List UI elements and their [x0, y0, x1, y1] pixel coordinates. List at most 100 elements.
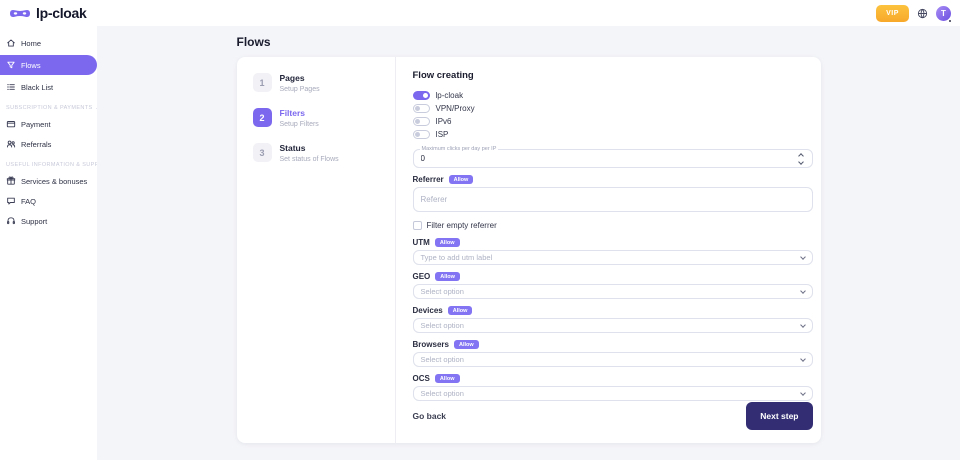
go-back-button[interactable]: Go back	[412, 411, 447, 421]
utm-input[interactable]: Type to add utm label	[412, 250, 813, 265]
max-clicks-label: Maximum clicks per day per IP	[419, 146, 499, 152]
number-stepper[interactable]	[797, 152, 805, 166]
devices-label: Devices	[412, 306, 443, 315]
brand-name: lp-cloak	[36, 5, 87, 21]
utm-allow-badge[interactable]: Allow	[434, 238, 460, 247]
flow-creation-card: 1 Pages Setup Pages 2 Filters Setup Filt…	[236, 57, 821, 443]
sidebar-item-label: Black List	[21, 82, 54, 92]
sidebar-item-label: Flows	[21, 60, 41, 70]
step-subtitle: Set status of Flows	[279, 156, 339, 164]
geo-select[interactable]: Select option	[412, 284, 813, 299]
home-icon	[7, 39, 15, 47]
sidebar-item-home[interactable]: Home	[0, 33, 97, 53]
sidebar-item-label: FAQ	[21, 196, 37, 206]
avatar[interactable]: T	[936, 5, 952, 23]
step-number: 3	[252, 143, 272, 163]
toggle-label: IPv6	[435, 116, 452, 126]
ocs-label: OCS	[412, 374, 430, 383]
isp-toggle[interactable]	[412, 129, 430, 139]
browsers-allow-badge[interactable]: Allow	[453, 340, 479, 349]
step-title: Status	[279, 143, 306, 154]
flows-icon	[7, 61, 15, 69]
chevron-down-icon	[797, 158, 804, 165]
sidebar-item-faq[interactable]: FAQ	[0, 191, 97, 211]
sidebar-item-label: Payment	[21, 119, 51, 129]
toggle-knob	[414, 118, 420, 124]
sidebar-item-black-list[interactable]: Black List	[0, 77, 97, 97]
chevron-down-icon	[799, 355, 806, 362]
browsers-select[interactable]: Select option	[412, 352, 813, 367]
devices-select[interactable]: Select option	[412, 318, 813, 333]
toggle-knob	[422, 92, 428, 98]
form-heading: Flow creating	[412, 70, 474, 81]
vip-button[interactable]: VIP	[876, 4, 909, 22]
chevron-down-icon	[799, 321, 806, 328]
blacklist-icon	[7, 84, 15, 90]
stepper: 1 Pages Setup Pages 2 Filters Setup Filt…	[237, 57, 396, 443]
referrals-icon	[7, 140, 16, 148]
referrer-input[interactable]	[412, 187, 813, 212]
ocs-select[interactable]: Select option	[412, 386, 813, 401]
devices-allow-badge[interactable]: Allow	[447, 306, 473, 315]
step-status[interactable]: 3 Status Set status of Flows	[252, 143, 385, 164]
chevron-down-icon	[799, 253, 806, 260]
sidebar-item-referrals[interactable]: Referrals	[0, 134, 97, 154]
step-filters[interactable]: 2 Filters Setup Filters	[252, 108, 385, 128]
ocs-allow-badge[interactable]: Allow	[434, 374, 460, 383]
utm-placeholder: Type to add utm label	[420, 253, 493, 262]
sidebar-section-header: USEFUL INFORMATION & SUPPORT	[0, 154, 97, 171]
ipv6-toggle[interactable]	[412, 116, 430, 126]
sidebar-item-services-bonuses[interactable]: Services & bonuses	[0, 171, 97, 191]
max-clicks-field: Maximum clicks per day per IP	[412, 146, 813, 168]
sidebar-item-label: Services & bonuses	[21, 176, 88, 186]
sidebar-item-label: Referrals	[21, 139, 52, 149]
devices-placeholder: Select option	[420, 321, 464, 330]
ocs-placeholder: Select option	[420, 389, 464, 398]
chevron-up-icon	[797, 152, 804, 159]
geo-label: GEO	[412, 272, 431, 281]
topbar: lp-cloak VIP T	[0, 0, 960, 26]
step-title: Filters	[279, 108, 306, 119]
step-pages[interactable]: 1 Pages Setup Pages	[252, 73, 385, 94]
sidebar-item-flows[interactable]: Flows	[0, 55, 97, 75]
max-clicks-input[interactable]	[420, 154, 797, 163]
referrer-allow-badge[interactable]: Allow	[448, 175, 474, 184]
avatar-initial: T	[941, 8, 946, 18]
toggle-label: ISP	[435, 129, 449, 139]
lp-cloak-toggle[interactable]	[412, 90, 430, 100]
payment-icon	[6, 121, 16, 128]
filters-form: Flow creating lp-cloak VPN/Proxy IPv6	[396, 57, 821, 443]
sidebar-item-payment[interactable]: Payment	[0, 114, 97, 134]
referrer-label: Referrer	[412, 175, 444, 184]
brand-logo[interactable]: lp-cloak	[9, 5, 87, 21]
step-subtitle: Setup Pages	[279, 86, 320, 94]
geo-allow-badge[interactable]: Allow	[435, 272, 460, 281]
page-footer	[0, 460, 960, 475]
globe-icon[interactable]	[917, 8, 928, 19]
avatar-status-dot	[948, 18, 952, 23]
headset-icon	[7, 217, 15, 225]
step-number: 2	[252, 108, 272, 128]
topbar-actions: VIP T	[876, 4, 952, 23]
page-title: Flows	[236, 35, 271, 49]
chevron-down-icon	[799, 389, 806, 396]
next-step-button[interactable]: Next step	[746, 402, 813, 430]
main-area: Flows 1 Pages Setup Pages 2 Filters	[97, 26, 960, 460]
chevron-down-icon	[799, 287, 806, 294]
filter-empty-referrer-checkbox[interactable]	[412, 221, 422, 230]
step-number: 1	[252, 73, 272, 92]
toggle-knob	[414, 131, 420, 137]
app-body: Home Flows Black List SUBSCRIPTION & PAY…	[0, 26, 960, 460]
geo-placeholder: Select option	[420, 287, 464, 296]
vpn-proxy-toggle[interactable]	[412, 103, 430, 113]
sidebar-item-label: Support	[21, 216, 48, 226]
checkbox-label: Filter empty referrer	[426, 221, 497, 230]
gift-icon	[6, 176, 16, 185]
sidebar-section-header: SUBSCRIPTION & PAYMENTS	[0, 97, 97, 114]
step-title: Pages	[279, 73, 305, 83]
browsers-placeholder: Select option	[420, 355, 464, 364]
sidebar-item-support[interactable]: Support	[0, 211, 97, 231]
utm-label: UTM	[412, 238, 430, 247]
logo-mask-icon	[10, 9, 30, 17]
toggle-label: VPN/Proxy	[435, 103, 475, 113]
